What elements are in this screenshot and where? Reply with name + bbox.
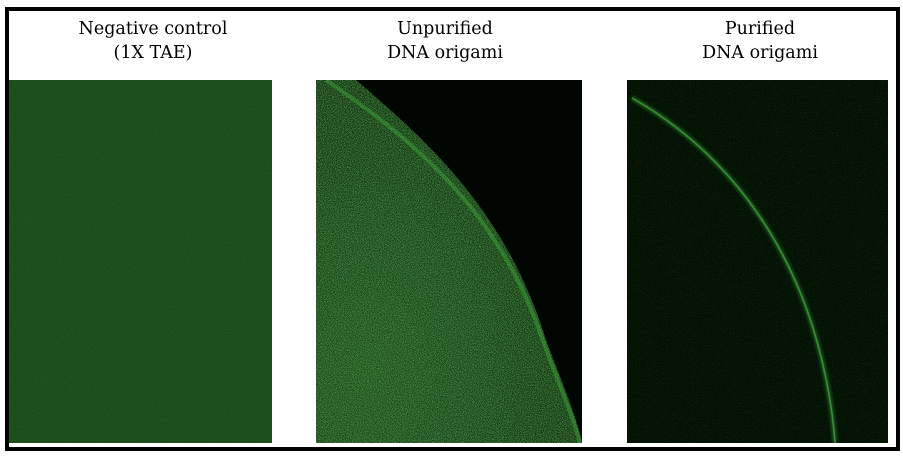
panel-title-negative-control: Negative control (1X TAE) xyxy=(13,17,293,65)
panel-title-line2: DNA origami xyxy=(702,43,818,63)
purified-thin-arc xyxy=(631,97,836,443)
negative-control-noise xyxy=(9,80,272,443)
unpurified-edge-arc xyxy=(324,80,582,443)
unpurified-image xyxy=(316,80,582,443)
panel-title-line1: Purified xyxy=(724,19,796,39)
purified-image xyxy=(627,80,888,443)
purified-svg xyxy=(627,80,888,443)
panel-title-unpurified: Unpurified DNA origami xyxy=(305,17,585,65)
purified-speckle xyxy=(627,80,888,443)
negative-control-image xyxy=(9,80,272,443)
panel-title-line1: Negative control xyxy=(78,19,228,39)
panel-title-line1: Unpurified xyxy=(397,19,493,39)
panel-title-line2: (1X TAE) xyxy=(113,43,193,63)
negative-control-svg xyxy=(9,80,272,443)
panel-title-purified: Purified DNA origami xyxy=(620,17,900,65)
unpurified-svg xyxy=(316,80,582,443)
panel-title-line2: DNA origami xyxy=(387,43,503,63)
